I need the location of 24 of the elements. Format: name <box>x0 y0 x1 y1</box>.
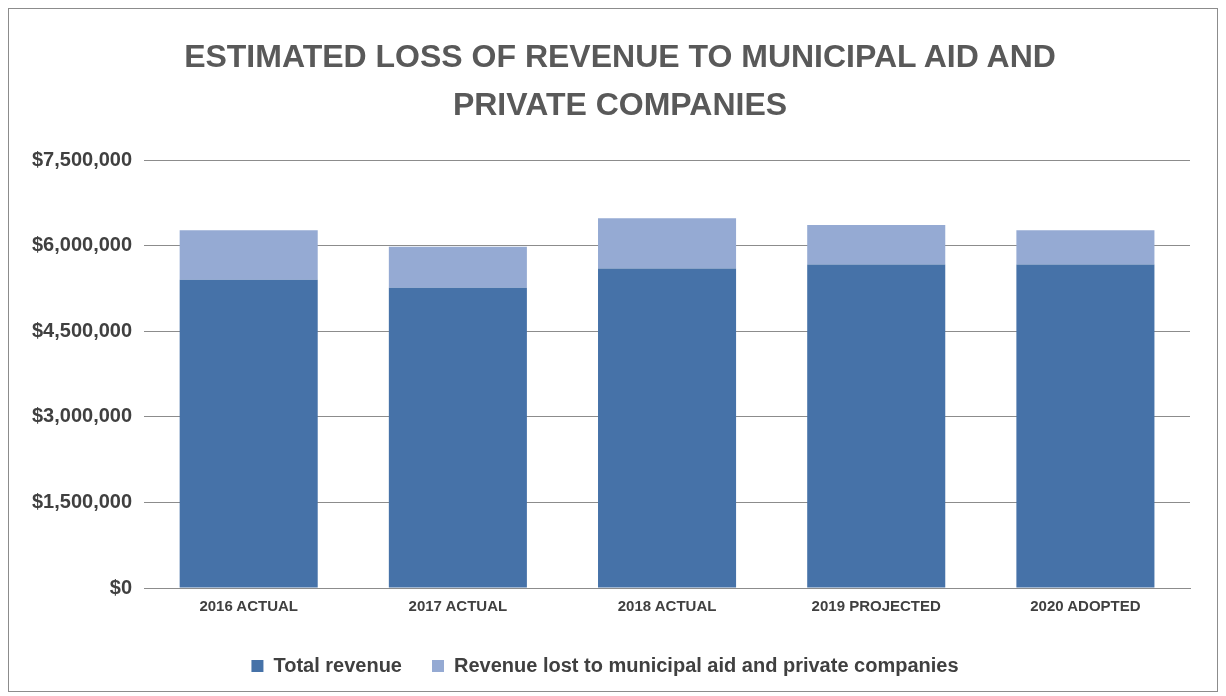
legend-label: Total revenue <box>273 653 402 676</box>
bar <box>807 264 946 588</box>
chart-title: ESTIMATED LOSS OF REVENUE TO MUNICIPAL AID AND PRIVATE COMPANIES <box>183 37 1057 124</box>
bar <box>388 287 527 588</box>
y-tick-label: $6,000,000 <box>31 233 133 256</box>
bar <box>388 246 527 288</box>
legend-label: Revenue lost to municipal aid and private companies <box>453 653 959 676</box>
bar <box>598 218 737 269</box>
y-tick-label: $4,500,000 <box>31 318 133 341</box>
y-tick-label: $7,500,000 <box>31 147 133 170</box>
bar <box>598 268 737 588</box>
x-tick-label: 2016 ACTUAL <box>199 597 299 615</box>
y-tick-label: $1,500,000 <box>31 489 133 512</box>
x-tick-label: 2017 ACTUAL <box>408 597 508 615</box>
x-tick-label: 2019 PROJECTED <box>811 597 941 615</box>
bar <box>179 279 318 588</box>
bar <box>807 225 946 265</box>
bar <box>1016 264 1155 588</box>
x-tick-label: 2018 ACTUAL <box>617 597 717 615</box>
y-tick-label: $0 <box>109 575 133 598</box>
x-tick-label: 2020 ADOPTED <box>1030 597 1141 615</box>
y-tick-label: $3,000,000 <box>31 404 133 427</box>
bar <box>1016 230 1155 265</box>
bar <box>179 230 318 280</box>
